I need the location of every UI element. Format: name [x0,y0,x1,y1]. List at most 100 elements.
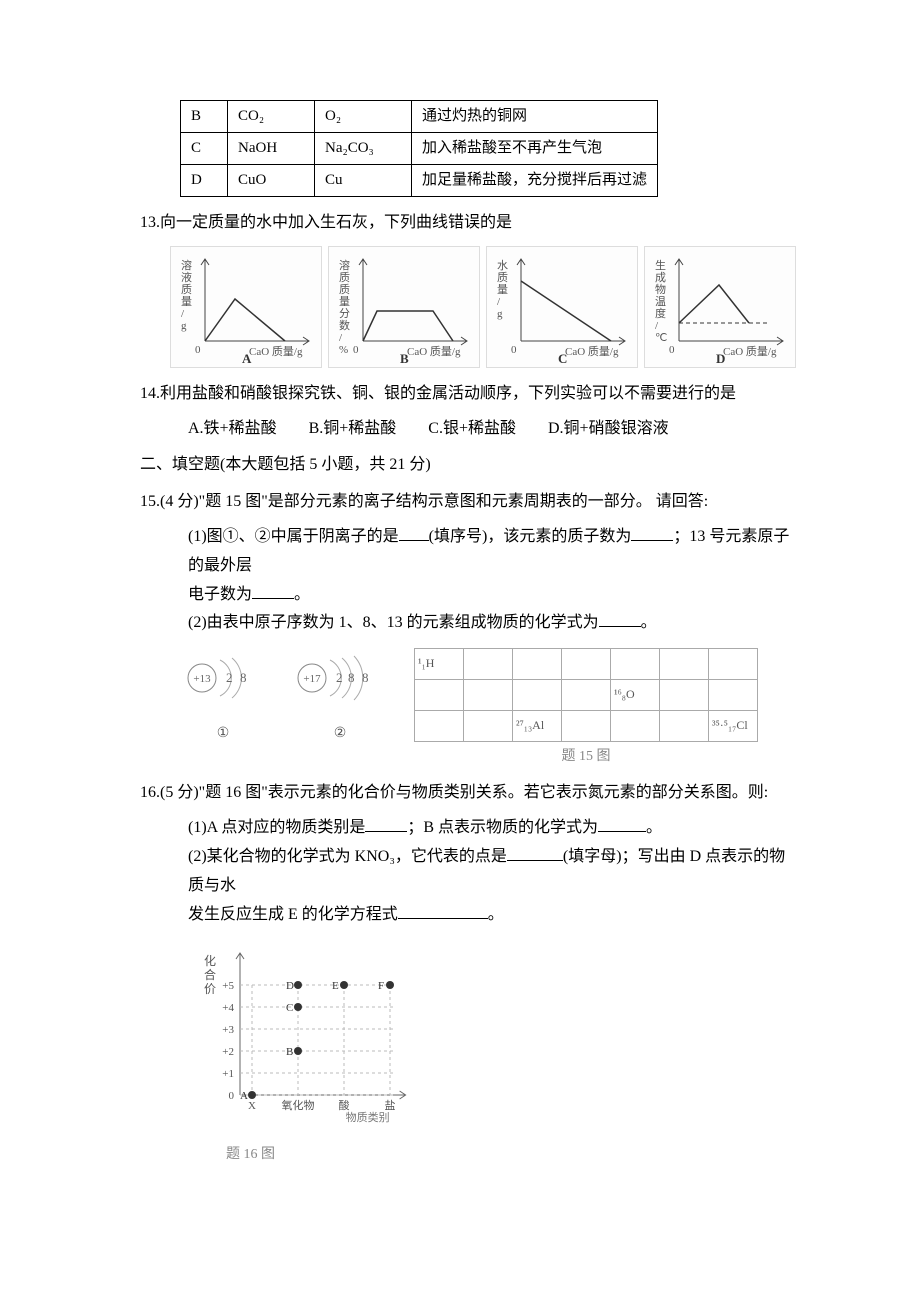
q15-p1-cont: 电子数为。 [188,581,800,610]
svg-text:盐: 盐 [385,1099,396,1112]
svg-text:生: 生 [655,258,666,272]
q15-periodic-wrap: ¹₁H¹⁶₈O²⁷₁₃Al³⁵·⁵₁₇Cl 题 15 图 [414,648,758,769]
svg-text:水: 水 [497,259,508,272]
q14-stem: 14.利用盐酸和硝酸银探究铁、铜、银的金属活动顺序，下列实验可以不需要进行的是 [140,380,800,409]
table-row: BCO₂O₂通过灼热的铜网 [181,101,658,133]
q15-p2b: 。 [641,614,657,631]
svg-text:0: 0 [195,344,201,356]
table-cell [513,680,562,711]
svg-text:8: 8 [240,670,247,685]
svg-text:质: 质 [339,271,350,284]
table-cell: ¹₁H [415,649,464,680]
q13-chart-B: 0CaO 质量/g溶质质量分数/%B [328,246,480,368]
svg-text:E: E [332,980,339,992]
svg-text:℃: ℃ [655,332,667,344]
svg-text:0: 0 [511,344,517,356]
svg-text:/: / [339,332,343,344]
svg-text:CaO 质量/g: CaO 质量/g [565,345,619,358]
q16-p2d: 。 [488,906,504,923]
q15-p1e: 。 [294,586,310,603]
svg-text:%: % [339,344,348,356]
blank [507,844,563,861]
table-cell: O₂ [315,101,412,133]
svg-text:CaO 质量/g: CaO 质量/g [723,345,777,358]
svg-text:F: F [378,980,384,992]
ion2-label: ② [290,721,390,746]
svg-text:合: 合 [204,967,216,982]
svg-text:D: D [286,980,294,992]
svg-text:0: 0 [353,344,359,356]
q15-caption: 题 15 图 [414,744,758,769]
q15-figure: +13 2 8 ① +17 2 8 8 [180,648,800,769]
svg-text:C: C [558,351,567,366]
svg-text:量: 量 [181,295,192,308]
blank [598,815,646,832]
q13-chart-D: 0CaO 质量/g生成物温度/℃D [644,246,796,368]
q13-charts: 0CaO 质量/g溶液质量/gA0CaO 质量/g溶质质量分数/%B0CaO 质… [170,246,800,368]
svg-text:B: B [400,351,409,366]
svg-text:/: / [181,308,185,320]
svg-text:质: 质 [181,283,192,296]
q14-optB: B.铜+稀盐酸 [309,420,397,437]
svg-text:/: / [655,320,659,332]
svg-text:/: / [497,296,501,308]
table-cell [660,711,709,742]
table-row: ¹₁H [415,649,758,680]
q16-stem: 16.(5 分)"题 16 图"表示元素的化合价与物质类别关系。若它表示氮元素的… [140,779,800,808]
svg-text:g: g [497,308,503,320]
svg-text:D: D [716,351,725,366]
q15-ion2: +17 2 8 8 ② [290,648,390,746]
svg-text:+4: +4 [222,1002,234,1014]
q13-stem: 13.向一定质量的水中加入生石灰，下列曲线错误的是 [140,209,800,238]
ion1-svg: +13 2 8 [180,648,266,712]
table-cell [660,680,709,711]
svg-text:溶: 溶 [339,258,350,272]
q15-periodic-table: ¹₁H¹⁶₈O²⁷₁₃Al³⁵·⁵₁₇Cl [414,648,758,742]
svg-text:数: 数 [339,319,350,332]
table-cell: Na₂CO₃ [315,133,412,165]
blank [252,582,294,599]
svg-text:液: 液 [181,270,192,284]
blank [398,902,488,919]
table-cell: C [181,133,228,165]
svg-text:2: 2 [336,670,343,685]
svg-text:+2: +2 [222,1046,234,1058]
ion1-core: +13 [193,673,211,685]
blank [631,524,673,541]
q15-stem: 15.(4 分)"题 15 图"是部分元素的离子结构示意图和元素周期表的一部分。… [140,488,800,517]
table-cell [660,649,709,680]
page-root: BCO₂O₂通过灼热的铜网CNaOHNa₂CO₃加入稀盐酸至不再产生气泡DCuO… [0,0,920,1302]
svg-text:0: 0 [669,344,675,356]
table-cell [513,649,562,680]
svg-text:氧化物: 氧化物 [282,1098,315,1112]
svg-text:质: 质 [497,271,508,284]
svg-text:B: B [286,1046,293,1058]
blank [365,815,407,832]
table-cell: B [181,101,228,133]
q15-p1a: (1)图①、②中属于阴离子的是 [188,528,399,545]
svg-text:温: 温 [655,295,666,308]
q16-p2c: 发生反应生成 E 的化学方程式 [188,906,398,923]
svg-text:化: 化 [204,954,216,968]
svg-text:溶: 溶 [181,258,192,272]
svg-text:+5: +5 [222,980,234,992]
q14-optC: C.银+稀盐酸 [428,420,516,437]
q14-optD: D.铜+硝酸银溶液 [548,420,669,437]
svg-text:价: 价 [204,982,216,996]
q16-chart: 0+1+2+3+4+5化合价X氧化物酸盐物质类别ABCDEF 题 16 图 [196,939,800,1167]
q16-p1a: (1)A 点对应的物质类别是 [188,819,365,836]
table-cell: CuO [228,165,315,197]
table-row: DCuOCu加足量稀盐酸，充分搅拌后再过滤 [181,165,658,197]
table-cell: 加入稀盐酸至不再产生气泡 [412,133,658,165]
q15-p1b: (填序号)，该元素的质子数为 [429,528,632,545]
q16-p2-cont: 发生反应生成 E 的化学方程式 。 [188,901,800,930]
svg-text:+1: +1 [222,1068,234,1080]
ion1-label: ① [180,721,266,746]
q16-p1b: ；B 点表示物质的化学式为 [407,819,598,836]
q15-p2: (2)由表中原子序数为 1、8、13 的元素组成物质的化学式为。 [188,609,800,638]
table-row: CNaOHNa₂CO₃加入稀盐酸至不再产生气泡 [181,133,658,165]
section2-head: 二、填空题(本大题包括 5 小题，共 21 分) [140,451,800,480]
table-cell [562,649,611,680]
svg-text:8: 8 [348,670,355,685]
blank [399,524,429,541]
